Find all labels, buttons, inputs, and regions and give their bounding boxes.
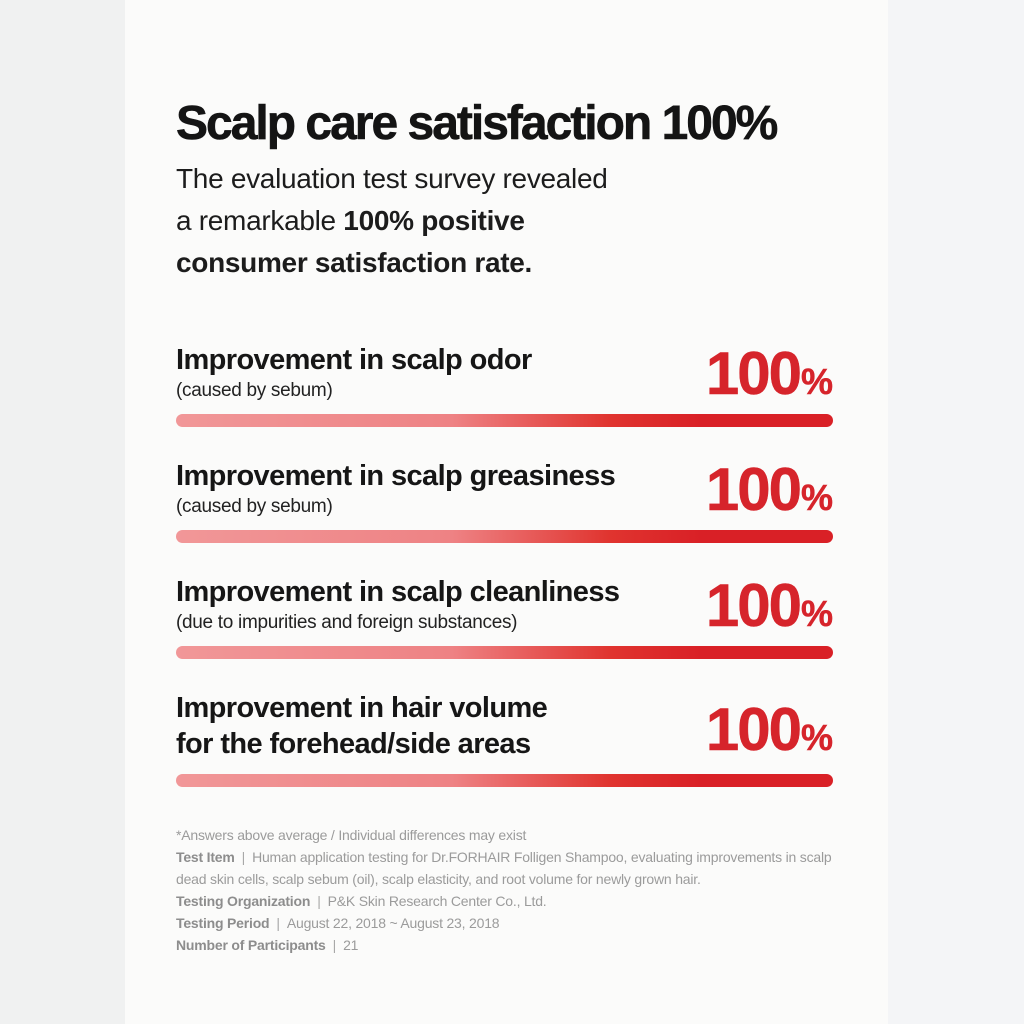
metric-label: Improvement in hair volume for the foreh… [176,692,548,760]
metric-label: Improvement in scalp greasiness [176,460,616,492]
subtitle-text: a remarkable [176,205,344,236]
footnote-text: August 22, 2018 ~ August 23, 2018 [286,915,500,931]
metric-head: Improvement in scalp odor (caused by seb… [176,342,833,404]
footnote-text: P&K Skin Research Center Co., Ltd. [327,893,547,909]
metric-value-number: 100 [705,572,803,639]
metric-bar [176,774,833,787]
subtitle-line-1: The evaluation test survey revealed [176,158,776,200]
background-left-margin [0,0,125,1024]
metric-row-scalp-odor: Improvement in scalp odor (caused by seb… [176,342,833,427]
metric-row-scalp-greasiness: Improvement in scalp greasiness (caused … [176,458,833,543]
footnote-separator: | [241,849,246,865]
metric-value-number: 100 [705,456,803,523]
metric-value: 100 % [705,340,834,407]
subtitle-text: The evaluation test survey revealed [176,163,608,194]
subtitle-highlight: consumer satisfaction rate. [176,247,533,278]
metric-value-number: 100 [705,340,803,407]
metric-value-unit: % [800,361,834,402]
metric-value: 100 % [705,456,834,523]
footnote-label: Testing Period [176,915,270,931]
metric-value: 100 % [705,696,834,763]
background-right-margin [888,0,1024,1024]
metric-sublabel: (caused by sebum) [176,380,333,401]
subtitle-line-3: consumer satisfaction rate. [176,242,776,284]
metric-sublabel: (caused by sebum) [176,496,333,517]
metric-label-block: Improvement in hair volume for the foreh… [176,690,548,762]
footnotes: *Answers above average / Individual diff… [176,824,836,956]
metric-head: Improvement in scalp cleanliness (due to… [176,574,833,636]
metric-value-number: 100 [705,696,803,763]
footnote-separator: | [276,915,280,931]
footnote-label: Test Item [176,849,235,865]
metric-value-unit: % [800,717,834,758]
metric-row-hair-volume: Improvement in hair volume for the foreh… [176,690,833,787]
metric-bar [176,530,833,543]
metric-value-unit: % [800,593,834,634]
footnote-testing-organization: Testing Organization | P&K Skin Research C… [176,890,836,912]
metric-label: Improvement in scalp odor [176,344,532,376]
footnote-text: 21 [343,937,359,953]
footnote-separator: | [317,893,321,909]
footnote-text: Human application testing for Dr.FORHAIR… [176,849,832,887]
footnote-disclaimer: *Answers above average / Individual diff… [176,827,527,843]
footnote-participants: Number of Participants | 21 [176,934,836,956]
metric-label-block: Improvement in scalp greasiness (caused … [176,458,616,519]
subtitle-highlight: 100% positive [343,205,525,236]
metric-label-block: Improvement in scalp cleanliness (due to… [176,574,620,635]
metric-row-scalp-cleanliness: Improvement in scalp cleanliness (due to… [176,574,833,659]
metric-value-unit: % [800,477,834,518]
metric-head: Improvement in hair volume for the foreh… [176,690,833,762]
subtitle-line-2: a remarkable 100% positive [176,200,776,242]
footnote-label: Testing Organization [176,893,311,909]
footnote-testing-period: Testing Period | August 22, 2018 ~ August … [176,912,836,934]
page-title: Scalp care satisfaction 100% [176,97,779,151]
footnote-label: Number of Participants [176,937,326,953]
subtitle: The evaluation test survey revealed a re… [176,158,776,284]
metric-label-block: Improvement in scalp odor (caused by seb… [176,342,532,403]
metric-sublabel: (due to impurities and foreign substance… [176,612,518,633]
metric-bar [176,414,833,427]
metric-head: Improvement in scalp greasiness (caused … [176,458,833,520]
metric-bar [176,646,833,659]
metric-label: Improvement in scalp cleanliness [176,576,620,608]
footnote-separator: | [332,937,337,953]
metric-value: 100 % [705,572,834,639]
footnote-test-item: Test Item | Human application testing for … [176,846,836,890]
